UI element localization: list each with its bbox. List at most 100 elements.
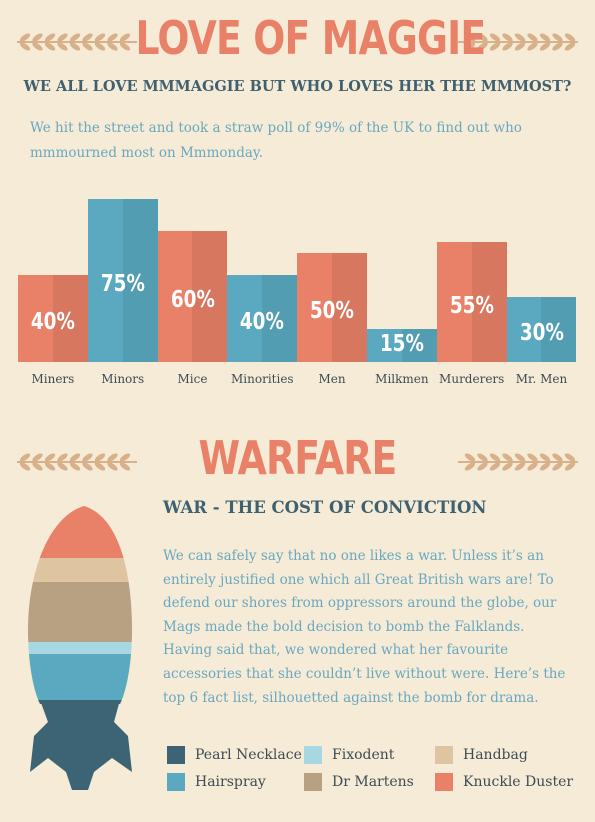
bar-shade <box>401 329 437 362</box>
laurel-leaf <box>514 462 526 471</box>
laurel-leaf <box>44 453 56 462</box>
section-title-love-of-maggie: LOVE OF MAGGIE <box>135 11 487 65</box>
laurel-leaf <box>489 42 501 51</box>
legend-label: Hairspray <box>195 774 266 790</box>
paragraph-line: entirely justified one which all Great B… <box>163 571 554 588</box>
legend-item: Hairspray <box>167 773 266 791</box>
laurel-leaf <box>119 42 131 51</box>
bar-mr-men <box>506 296 577 362</box>
legend-label: Pearl Necklace <box>195 747 302 763</box>
laurel-leaf <box>489 462 501 471</box>
laurel-leaf <box>57 453 68 462</box>
laurel-leaf <box>477 33 488 42</box>
laurel-leaf <box>552 33 563 42</box>
legend-label: Handbag <box>463 747 528 763</box>
laurel-leaf <box>19 453 31 462</box>
laurel-leaf <box>527 453 538 462</box>
laurel-leaf <box>477 453 488 462</box>
bomb-band-hairspray <box>28 654 132 700</box>
category-label: Minorities <box>231 372 294 386</box>
bar-shade <box>192 231 228 362</box>
laurel-leaf <box>119 33 131 42</box>
bar-shade <box>122 198 158 362</box>
bar-milkmen <box>367 329 437 362</box>
bar-value-label: 30% <box>519 319 564 346</box>
laurel-leaf <box>94 453 106 462</box>
laurel-leaf <box>107 33 118 42</box>
bar-value-label: 55% <box>449 292 494 319</box>
legend-swatch <box>304 746 322 764</box>
legend-item: Fixodent <box>304 746 394 764</box>
laurel-leaf <box>107 462 118 471</box>
laurel-leaf <box>32 462 43 471</box>
bar-minorities <box>227 274 298 362</box>
laurel-leaf <box>32 453 43 462</box>
laurel-leaf <box>552 453 563 462</box>
laurel-leaf <box>119 453 131 462</box>
laurel-leaf <box>502 42 513 51</box>
laurel-leaf <box>32 42 43 51</box>
laurel-leaf <box>82 42 93 51</box>
laurel-leaf <box>552 42 563 51</box>
legend-label: Knuckle Duster <box>463 774 574 790</box>
laurel-leaf <box>502 462 513 471</box>
category-label: Men <box>318 372 346 386</box>
category-label: Miners <box>31 372 75 386</box>
paragraph-line: Having said that, we wondered what her f… <box>163 642 509 659</box>
legend-swatch <box>304 773 322 791</box>
laurel-leaf <box>477 462 488 471</box>
legend-swatch <box>435 773 453 791</box>
laurel-leaf <box>119 462 131 471</box>
bar-miners <box>18 274 88 362</box>
laurel-leaf <box>502 453 513 462</box>
laurel-leaf <box>539 33 551 42</box>
laurel-leaf <box>107 42 118 51</box>
category-label: Murderers <box>439 372 505 386</box>
legend-item: Dr Martens <box>304 773 414 791</box>
laurel-leaf <box>19 33 31 42</box>
laurel-leaf <box>82 33 93 42</box>
bomb-band-dr-martens <box>28 582 132 642</box>
laurel-leaf <box>94 462 106 471</box>
bar-men <box>297 253 367 362</box>
laurel-leaf <box>44 33 56 42</box>
section-title-warfare: WARFARE <box>198 431 398 485</box>
section-subtitle: WE ALL LOVE MMMAGGIE BUT WHO LOVES HER T… <box>23 78 572 95</box>
bar-value-label: 60% <box>170 287 215 314</box>
bar-value-label: 75% <box>100 270 145 297</box>
laurel-leaf <box>552 462 563 471</box>
bar-shade <box>262 274 298 362</box>
laurel-leaf <box>564 453 576 462</box>
laurel-leaf <box>464 42 476 51</box>
bar-value-label: 15% <box>379 331 424 358</box>
legend: Pearl Necklace Fixodent Handbag Hairspray Dr… <box>167 746 587 796</box>
bomb-illustration <box>28 506 132 790</box>
bomb-tail-fins <box>30 700 132 790</box>
laurel-leaf <box>32 33 43 42</box>
category-label: Mice <box>177 372 208 386</box>
laurel-leaf <box>502 33 513 42</box>
bar-shade <box>332 253 367 362</box>
intro-line-1: We hit the street and took a straw poll … <box>30 120 522 136</box>
laurel-leaf <box>514 33 526 42</box>
laurel-leaf <box>82 462 93 471</box>
paragraph-line: top 6 fact list, silhouetted against the… <box>163 689 539 706</box>
laurel-leaf <box>94 42 106 51</box>
laurel-leaf <box>489 33 501 42</box>
laurel-right-top <box>458 33 578 51</box>
laurel-leaf <box>19 42 31 51</box>
laurel-leaf <box>69 33 81 42</box>
laurel-leaf <box>82 453 93 462</box>
bar-shade <box>541 296 577 362</box>
laurel-leaf <box>539 462 551 471</box>
legend-swatch <box>167 773 185 791</box>
bomb-band-knuckle-duster <box>28 506 132 558</box>
bar-mice <box>157 231 228 362</box>
bar-chart: 40% Miners 75% Minors 60% Mice 40% Minorities 50… <box>0 190 595 400</box>
laurel-leaf <box>539 42 551 51</box>
laurel-leaf <box>477 42 488 51</box>
laurel-leaf <box>539 453 551 462</box>
laurel-leaf <box>464 453 476 462</box>
intro-line-2: mmmourned most on Mmmonday. <box>30 145 264 161</box>
warfare-subtitle: WAR - THE COST OF CONVICTION <box>163 498 487 517</box>
